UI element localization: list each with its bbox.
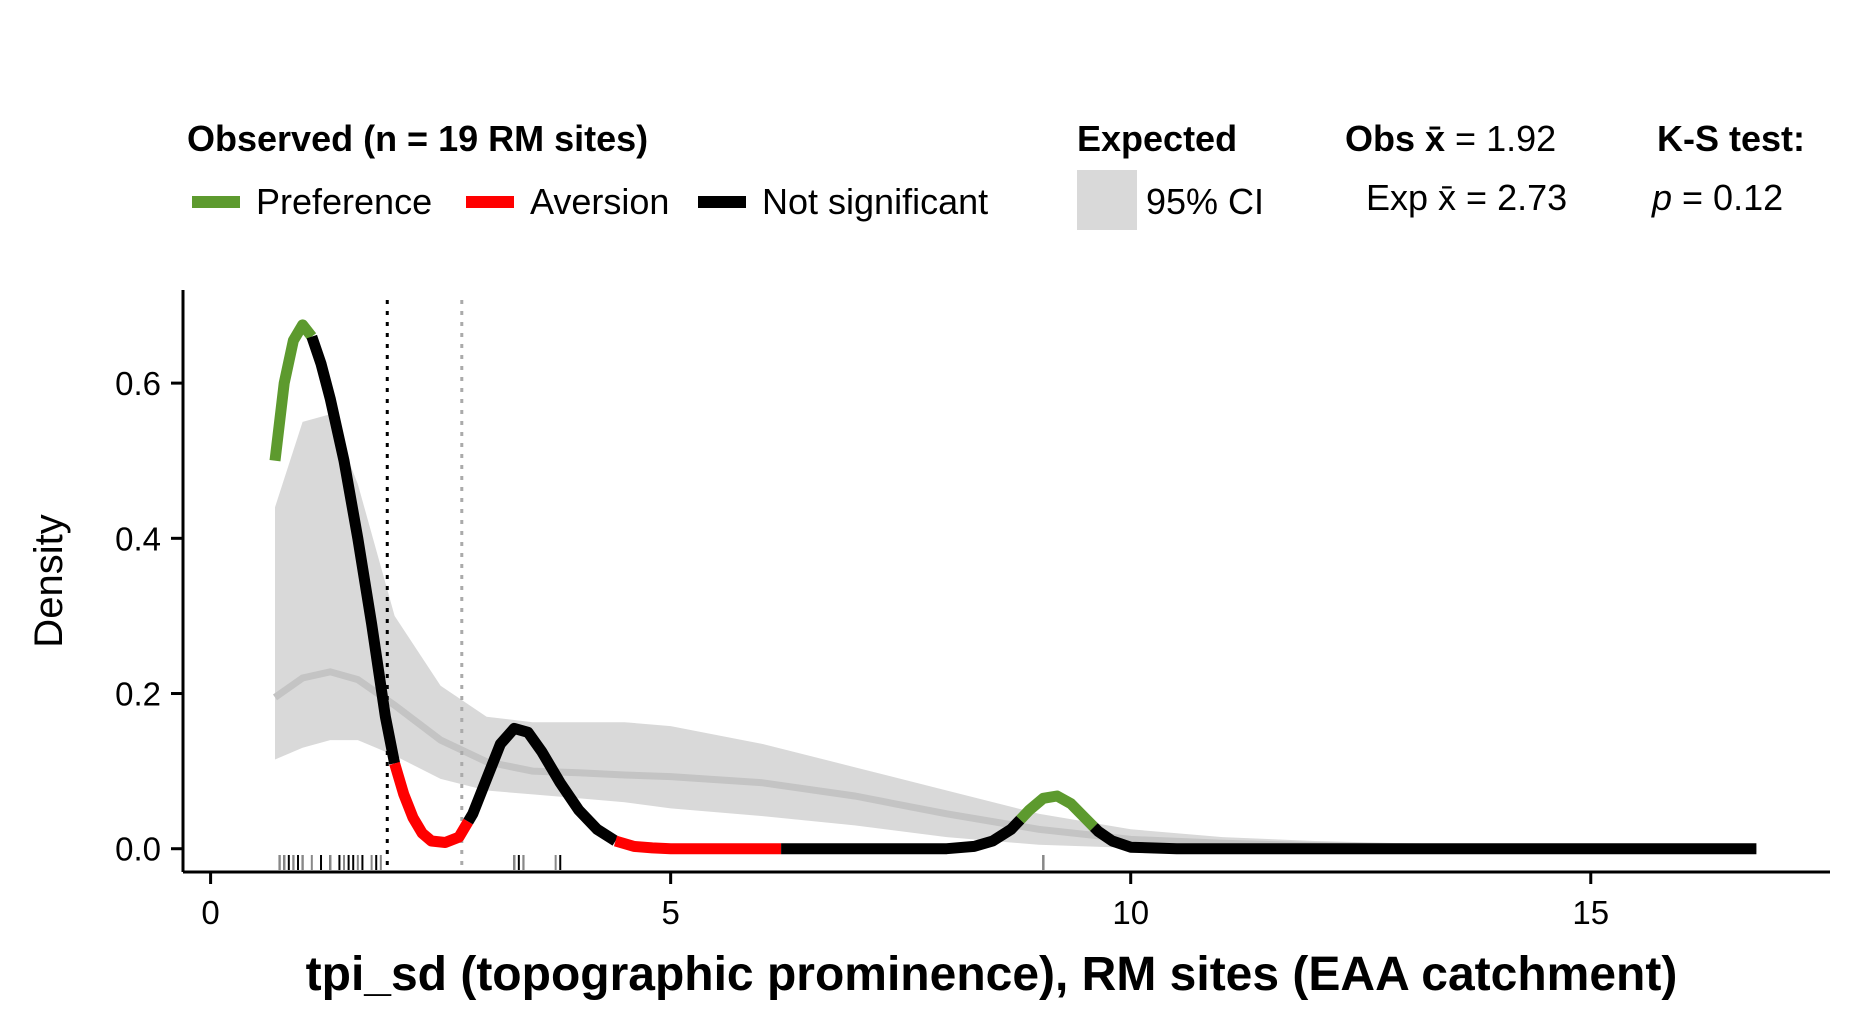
legend-ci-label: 95% CI	[1146, 181, 1264, 222]
observed-curve-segment-preference	[269, 319, 317, 462]
legend-ci-swatch	[1077, 170, 1137, 230]
exp-mean-symbol: x̄	[1438, 177, 1456, 218]
x-tick-label: 5	[661, 894, 679, 931]
legend-observed-title: Observed (n = 19 RM sites)	[187, 118, 648, 159]
exp-mean-text: Exp x̄ = 2.73	[1366, 177, 1567, 218]
x-tick-label: 10	[1112, 894, 1149, 931]
expected-ci-band	[275, 414, 1757, 849]
legend-not-significant-label: Not significant	[762, 181, 988, 222]
y-tick-label: 0.0	[115, 831, 161, 868]
ks-test-title: K-S test:	[1657, 118, 1805, 159]
obs-mean-prefix: Obs	[1345, 118, 1415, 159]
y-axis-title: Density	[27, 514, 71, 647]
y-tick-label: 0.2	[115, 676, 161, 713]
y-tick-label: 0.4	[115, 520, 161, 557]
legend-expected-title: Expected	[1077, 118, 1237, 159]
x-axis-title: tpi_sd (topographic prominence), RM site…	[306, 948, 1678, 1001]
plot-area	[269, 300, 1757, 870]
observed-curve-segment-aversion	[389, 761, 473, 848]
legend-aversion-label: Aversion	[530, 181, 669, 222]
observed-curve-segment-aversion	[613, 835, 782, 855]
observed-curve-segment-preference	[1016, 790, 1098, 831]
axes: 0.0 0.2 0.4 0.6 0 5 10 15 Density tpi_sd (topo…	[27, 290, 1830, 1001]
observed-curve-segment-not-significant	[781, 815, 1025, 855]
observed-curve-segment-not-significant	[1090, 823, 1757, 855]
y-tick-label: 0.6	[115, 365, 161, 402]
exp-mean-value: = 2.73	[1456, 177, 1567, 218]
ks-p-text: p = 0.12	[1651, 177, 1783, 218]
ks-p-value: = 0.12	[1672, 177, 1783, 218]
observed-curve-segment-not-significant	[463, 722, 619, 846]
legend: Observed (n = 19 RM sites) Preference Av…	[187, 118, 1805, 230]
x-tick-label: 0	[201, 894, 219, 931]
y-axis-ticks: 0.0 0.2 0.4 0.6	[115, 365, 183, 868]
obs-mean-symbol: x̄	[1425, 118, 1445, 159]
ks-p-symbol: p	[1651, 177, 1672, 218]
obs-mean-text: Obs x̄ = 1.92	[1345, 118, 1556, 159]
x-tick-label: 15	[1572, 894, 1609, 931]
exp-mean-prefix: Exp	[1366, 177, 1428, 218]
observed-curve-segment-not-significant	[306, 334, 400, 765]
x-axis-ticks: 0 5 10 15	[201, 872, 1609, 931]
rug-marks	[278, 855, 1045, 870]
observed-density-curve	[269, 319, 1757, 855]
obs-mean-value: = 1.92	[1445, 118, 1556, 159]
legend-preference-label: Preference	[256, 181, 432, 222]
